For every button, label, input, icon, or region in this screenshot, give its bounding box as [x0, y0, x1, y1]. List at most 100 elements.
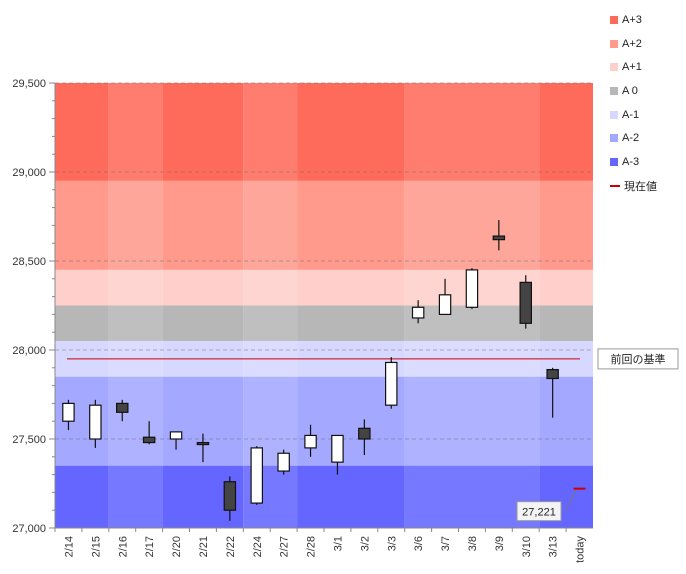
band-Aplus1 — [108, 269, 163, 306]
candle-body-up — [304, 434, 317, 449]
band-column-shade — [108, 269, 163, 306]
candle-body-up — [385, 361, 398, 406]
x-tick-label: 2/17 — [144, 536, 156, 557]
band-Aplus3 — [297, 83, 405, 181]
candle-body-up — [438, 294, 452, 316]
band-column-shade — [404, 305, 540, 342]
band-Aminus3 — [55, 465, 109, 528]
legend-item-a-minus-1: A-1 — [610, 103, 657, 127]
band-Aminus2 — [108, 376, 163, 466]
band-column-shade — [108, 376, 163, 466]
band-Aplus2 — [404, 180, 540, 270]
band-column-shade — [243, 269, 298, 306]
band-column-shade — [404, 376, 540, 466]
current-value-leader — [565, 490, 576, 511]
band-Aminus2 — [404, 376, 540, 466]
candle-body-up — [62, 402, 75, 422]
band-A0 — [55, 305, 109, 342]
x-tick-label: 3/7 — [440, 536, 452, 551]
band-Aplus3 — [539, 83, 593, 181]
x-tick-label: 2/14 — [63, 536, 75, 557]
band-A0 — [108, 305, 163, 342]
legend-item-a-plus-1: A+1 — [610, 55, 657, 79]
band-Aplus2 — [539, 180, 593, 270]
band-column-shade — [108, 305, 163, 342]
band-column-shade — [243, 305, 298, 342]
candle-body-down — [223, 481, 237, 511]
x-tick-label: 2/27 — [279, 536, 291, 557]
current-value-box — [516, 501, 562, 522]
band-Aplus3 — [243, 83, 298, 181]
band-Aplus3 — [404, 83, 540, 181]
band-Aplus2 — [162, 180, 244, 270]
band-A0 — [404, 305, 540, 342]
x-tick-label: 2/28 — [306, 536, 318, 557]
band-Aplus1 — [55, 269, 109, 306]
band-Aplus3 — [108, 83, 163, 181]
x-tick-label: 2/20 — [171, 536, 183, 557]
x-tick-label: 3/3 — [386, 536, 398, 551]
y-tick-label: 29,000 — [12, 167, 46, 179]
band-Aplus3 — [162, 83, 244, 181]
candle-body-up — [331, 434, 344, 463]
candle-body-down — [492, 235, 506, 241]
candle-body-down — [196, 441, 210, 446]
x-tick-label: today — [575, 536, 587, 563]
band-column-shade — [108, 465, 163, 528]
legend-item-a-0: A 0 — [610, 79, 657, 103]
candle-body-down — [546, 368, 559, 380]
x-tick-label: 2/15 — [90, 536, 102, 557]
x-tick-label: 2/22 — [225, 536, 237, 557]
legend-item-a-minus-3: A-3 — [610, 150, 657, 174]
y-tick-label: 29,500 — [12, 78, 46, 90]
band-Aplus1 — [539, 269, 593, 306]
band-Aplus1 — [162, 269, 244, 306]
x-tick-label: 3/8 — [467, 536, 479, 551]
band-Aplus2 — [108, 180, 163, 270]
candle-body-down — [142, 436, 156, 444]
y-tick-label: 27,500 — [12, 434, 46, 446]
x-tick-label: 3/13 — [548, 536, 560, 557]
candle-body-down — [116, 402, 129, 413]
current-value-label: 27,221 — [522, 507, 556, 519]
band-column-shade — [108, 83, 163, 181]
candle-body-up — [277, 452, 290, 472]
legend-item-a-plus-2: A+2 — [610, 32, 657, 56]
legend: A+3 A+2 A+1 A 0 A-1 A-2 A-3 現在値 — [610, 8, 657, 198]
candle-body-up — [465, 269, 479, 308]
band-column-shade — [404, 83, 540, 181]
y-tick-label: 28,500 — [12, 256, 46, 268]
candle-body-down — [519, 281, 532, 324]
x-tick-label: 2/21 — [198, 536, 210, 557]
x-tick-label: 3/1 — [332, 536, 344, 551]
band-Aminus3 — [297, 465, 405, 528]
band-A0 — [162, 305, 244, 342]
x-tick-label: 3/10 — [521, 536, 533, 557]
candle-body-up — [89, 404, 102, 440]
candle-body-up — [250, 447, 263, 504]
band-Aplus2 — [243, 180, 298, 270]
legend-item-a-plus-3: A+3 — [610, 8, 657, 32]
candle-body-down — [358, 427, 371, 440]
band-column-shade — [404, 180, 540, 270]
band-Aplus2 — [297, 180, 405, 270]
band-column-shade — [108, 180, 163, 270]
base-line-label: 前回の基準 — [611, 352, 666, 366]
x-tick-label: 2/24 — [252, 536, 264, 557]
legend-item-a-minus-2: A-2 — [610, 126, 657, 150]
band-A0 — [539, 305, 593, 342]
band-Aminus3 — [108, 465, 163, 528]
band-Aplus3 — [55, 83, 109, 181]
band-A0 — [297, 305, 405, 342]
x-tick-label: 3/6 — [413, 536, 425, 551]
y-tick-label: 28,000 — [12, 345, 46, 357]
legend-item-current-value: 現在値 — [610, 174, 657, 198]
band-Aplus2 — [55, 180, 109, 270]
band-Aminus2 — [539, 376, 593, 466]
x-tick-label: 3/2 — [359, 536, 371, 551]
band-column-shade — [243, 83, 298, 181]
candle-body-up — [169, 431, 183, 440]
x-tick-label: 2/16 — [117, 536, 129, 557]
band-Aplus1 — [297, 269, 405, 306]
